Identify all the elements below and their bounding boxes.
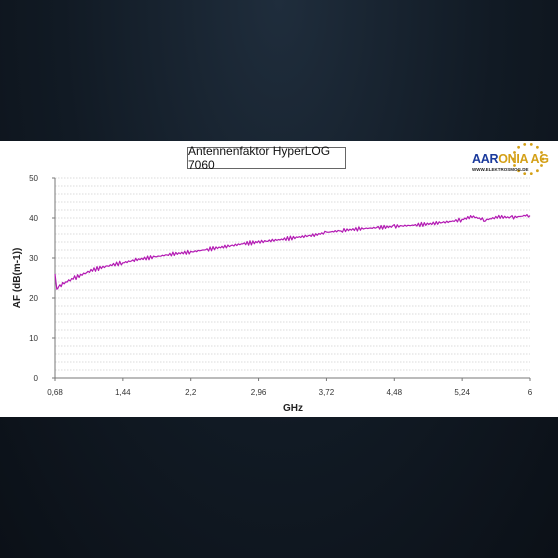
y-tick-label: 50 [29,174,38,183]
y-tick-labels: 0 10 20 30 40 50 [29,174,38,383]
x-tick-label: 2,2 [185,388,197,397]
x-tick-label: 4,48 [386,388,402,397]
x-tick-labels: 0,68 1,44 2,2 2,96 3,72 4,48 5,24 6 [47,388,533,397]
logo-star-ring-icon [511,143,545,175]
gridlines [55,177,530,371]
logo-dot [517,169,520,173]
y-tick-label: 0 [34,374,39,383]
chart-panel: 0 10 20 30 40 50 0,68 1,44 2,2 2,96 3,72 4,48 5,24 6… [0,141,558,417]
chart-title: Antennenfaktor HyperLOG 7060 [187,144,346,172]
logo-dot [517,145,520,149]
y-tick-label: 10 [29,334,38,343]
logo-part2: ONIA AG [498,152,549,166]
logo-dot [541,157,545,161]
series-line-af [54,213,531,290]
line-chart: 0 10 20 30 40 50 0,68 1,44 2,2 2,96 3,72 4,48 5,24 6… [12,174,533,414]
logo-dot [540,151,543,154]
logo-wordmark: AARONIA AG [472,152,549,166]
x-tick-label: 1,44 [115,388,131,397]
logo-dot [540,164,543,167]
y-tick-label: 40 [29,214,38,223]
x-tick-label: 6 [528,388,533,397]
y-tick-label: 20 [29,294,38,303]
logo-part1: AAR [472,152,499,166]
logo-dot [529,172,533,175]
logo-dot [523,143,527,146]
logo-dot [523,172,527,175]
x-tick-label: 3,72 [319,388,335,397]
y-tick-label: 30 [29,254,38,263]
x-axis-title: GHz [283,403,303,414]
logo-dot [513,164,516,167]
x-tick-label: 5,24 [454,388,470,397]
logo-dot [513,151,516,154]
x-tick-label: 0,68 [47,388,63,397]
logo-dot [529,143,533,146]
logo-dot [536,169,539,173]
series-layer [54,213,531,290]
logo-dot [511,157,515,161]
axes [52,177,531,381]
logo-dot [536,145,539,149]
logo-subtitle: WWW.ELEKTROSMOG.DE [472,167,529,172]
x-tick-label: 2,96 [251,388,267,397]
aaronia-logo: AARONIA AG WWW.ELEKTROSMOG.DE [470,143,549,179]
y-axis-title: AF (dB(m-1)) [12,248,23,309]
